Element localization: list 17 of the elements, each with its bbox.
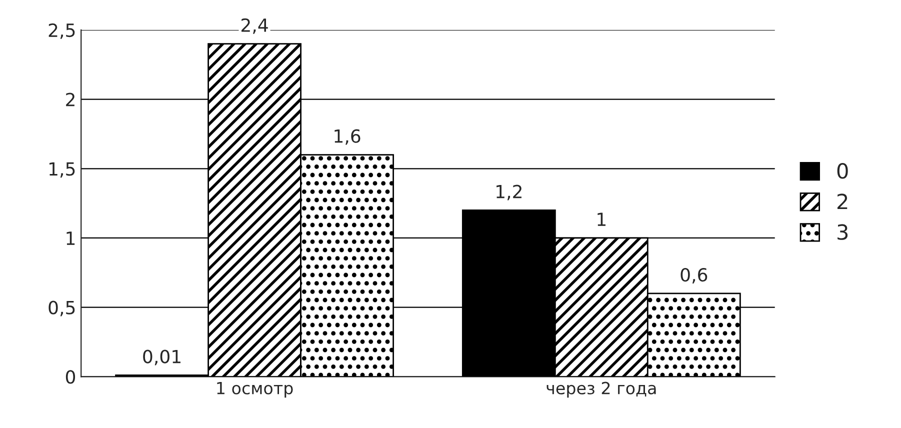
legend-label: 0 — [837, 163, 848, 179]
y-tick-label: 2 — [66, 92, 74, 106]
data-label: 1,6 — [334, 129, 360, 145]
data-label: 1 — [598, 212, 606, 226]
legend-label: 3 — [838, 224, 848, 240]
y-tick-label: 0 — [66, 370, 76, 384]
y-tick-label: 1,5 — [50, 162, 75, 178]
data-label: 0,01 — [143, 350, 180, 366]
y-tick-label: 0,5 — [48, 300, 75, 316]
data-label: 1,2 — [496, 184, 522, 200]
y-tick-label: 1 — [66, 232, 75, 245]
data-label: 2,4 — [242, 18, 268, 34]
data-label: 0,6 — [680, 268, 708, 284]
x-tick-label: через 2 года — [546, 382, 656, 398]
legend-label: 2 — [837, 194, 848, 210]
x-tick-label: 1 осмотр — [217, 382, 293, 398]
y-tick-label: 2,5 — [48, 23, 75, 39]
